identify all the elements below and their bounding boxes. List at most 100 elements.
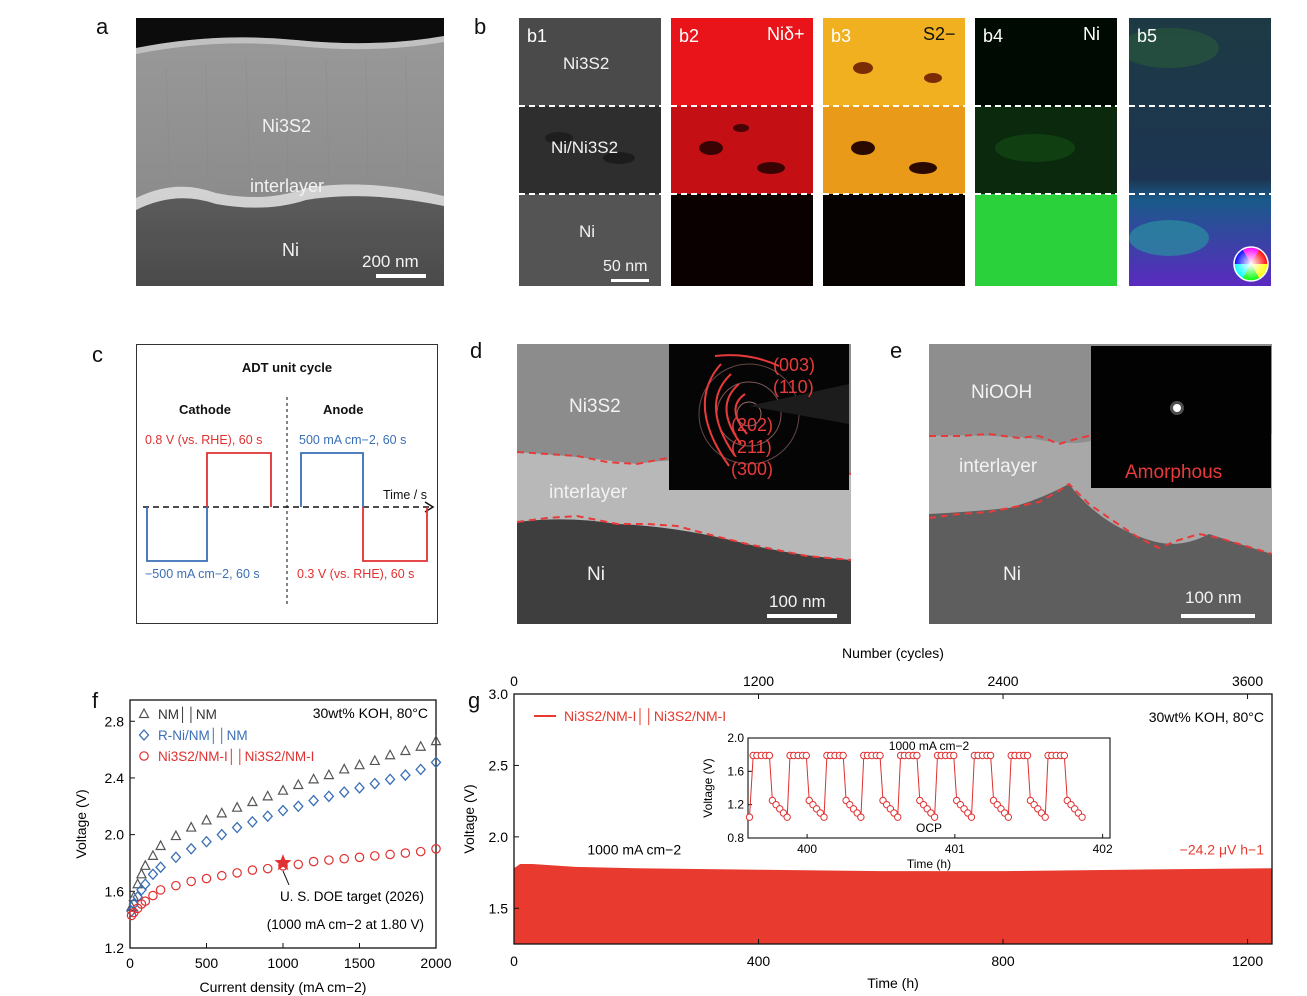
data-point <box>384 748 396 760</box>
condition-label: 30wt% KOH, 80°C <box>313 705 428 721</box>
layer-label-interlayer: interlayer <box>250 176 325 196</box>
x-tick-label: 0 <box>510 953 518 969</box>
data-point <box>323 768 335 780</box>
data-point <box>385 849 395 860</box>
x-tick-label: 1500 <box>344 955 375 971</box>
data-point <box>338 763 350 774</box>
data-point <box>262 790 274 801</box>
x-axis-label: Current density (mA cm−2) <box>200 979 367 995</box>
data-point <box>231 801 243 812</box>
scale-label: 200 nm <box>362 252 419 271</box>
inset-data-point <box>839 751 847 760</box>
cathode-low-label: −500 mA cm−2, 60 s <box>145 567 260 581</box>
y-tick-label: 2.4 <box>105 770 125 786</box>
map-b1-layer-bottom: Ni <box>579 222 596 241</box>
x-tick-label: 500 <box>195 955 219 971</box>
panel-label-e: e <box>890 338 903 363</box>
data-point <box>139 878 151 891</box>
x-tick-label: 2000 <box>420 955 451 971</box>
data-point <box>415 740 427 751</box>
inset-y-tick-label: 1.6 <box>727 764 744 778</box>
saed-index: (300) <box>731 459 774 479</box>
data-point <box>338 786 350 799</box>
data-point <box>246 795 258 807</box>
inset-data-point <box>986 751 995 760</box>
chart-f: 0 500 1000 1500 2000 1.2 1.6 2.0 2.4 2.8 Current d… <box>73 699 452 995</box>
current-density-label: 1000 mA cm−2 <box>587 841 681 857</box>
data-point <box>354 852 365 863</box>
data-point <box>247 815 258 828</box>
scale-bar <box>767 614 837 618</box>
inset-chart: 400 401 402 0.8 1.2 1.6 2.0 Time (h) Voltage (V)… <box>701 731 1113 871</box>
inset-data-point <box>1060 751 1069 760</box>
layer-label-ni: Ni <box>282 240 299 260</box>
map-b3-id: b3 <box>831 26 852 46</box>
data-point <box>308 794 319 807</box>
series-0 <box>126 734 442 912</box>
inset-data-point <box>820 813 828 821</box>
data-point <box>400 848 411 858</box>
x-tick-label: 1000 <box>267 955 298 971</box>
map-b5-texture <box>1129 18 1271 286</box>
inset-x-tick-label: 402 <box>1093 842 1113 856</box>
scale-bar <box>376 274 426 278</box>
series-2 <box>126 844 441 921</box>
saed-inset <box>669 344 849 490</box>
x2-tick-label: 0 <box>510 673 518 689</box>
y-tick-label: 2.5 <box>489 757 509 773</box>
x-tick-label: 400 <box>747 953 771 969</box>
panel-label-f: f <box>92 688 99 713</box>
inset-y-tick-label: 0.8 <box>727 831 744 845</box>
inset-data-point <box>1004 813 1013 821</box>
anode-high-label: 500 mA cm−2, 60 s <box>299 433 407 447</box>
data-point <box>126 910 137 921</box>
data-point <box>155 861 166 874</box>
legend-label: NM││NM <box>158 706 217 724</box>
data-point <box>431 844 441 854</box>
annotation-line-1: U. S. DOE target (2026) <box>280 889 424 904</box>
data-point <box>324 855 334 865</box>
y-tick-label: 1.5 <box>489 900 509 916</box>
data-point <box>293 859 304 870</box>
y-axis-label: Voltage (V) <box>461 784 477 853</box>
data-point <box>216 807 228 818</box>
inset-data-point <box>783 813 791 821</box>
doe-target-star <box>274 854 292 871</box>
layer-label-interlayer: interlayer <box>959 456 1038 477</box>
tem-image-d <box>517 344 851 624</box>
panel-label-d: d <box>470 338 483 363</box>
data-point <box>155 885 166 895</box>
data-point <box>339 853 349 864</box>
annotation-line-2: (1000 mA cm−2 at 1.80 V) <box>267 917 424 932</box>
map-b3: b3 S2− <box>823 18 965 286</box>
color-wheel-icon <box>1233 246 1269 282</box>
x-tick-label: 0 <box>126 955 134 971</box>
data-point <box>262 810 274 823</box>
tem-image-e <box>929 344 1272 624</box>
layer-label-ni: Ni <box>587 564 605 585</box>
inset-x-axis-label: Time (h) <box>907 857 951 871</box>
layer-label-ni3s2: Ni3S2 <box>569 396 621 417</box>
map-b4-element: Ni <box>1083 24 1100 44</box>
saed-index-list: (003) (110) <box>773 354 815 398</box>
layer-label-ni3s2: Ni3S2 <box>262 116 312 136</box>
scale-label: 100 nm <box>1185 588 1242 607</box>
map-b2: b2 Niδ+ <box>671 18 813 286</box>
data-point <box>369 777 381 790</box>
data-point <box>186 876 196 887</box>
saed-index-list-lower: (202) (211) (300) <box>731 414 773 480</box>
inset-data-point <box>765 751 774 760</box>
data-point <box>262 863 273 874</box>
data-point <box>128 890 140 902</box>
cathode-high-label: 0.8 V (vs. RHE), 60 s <box>145 433 263 447</box>
data-point <box>277 784 289 795</box>
data-point <box>430 756 442 769</box>
panel-label-a: a <box>96 14 109 39</box>
inset-data-point <box>950 751 958 760</box>
saed-index: (003) <box>773 355 816 375</box>
legend-marker <box>138 729 150 741</box>
y-tick-label: 1.2 <box>105 940 125 956</box>
inset-data-point <box>1078 813 1086 821</box>
panel-d-image: Ni3S2 interlayer Ni 100 nm (003) (110) (… <box>517 344 851 624</box>
data-point <box>185 842 197 855</box>
